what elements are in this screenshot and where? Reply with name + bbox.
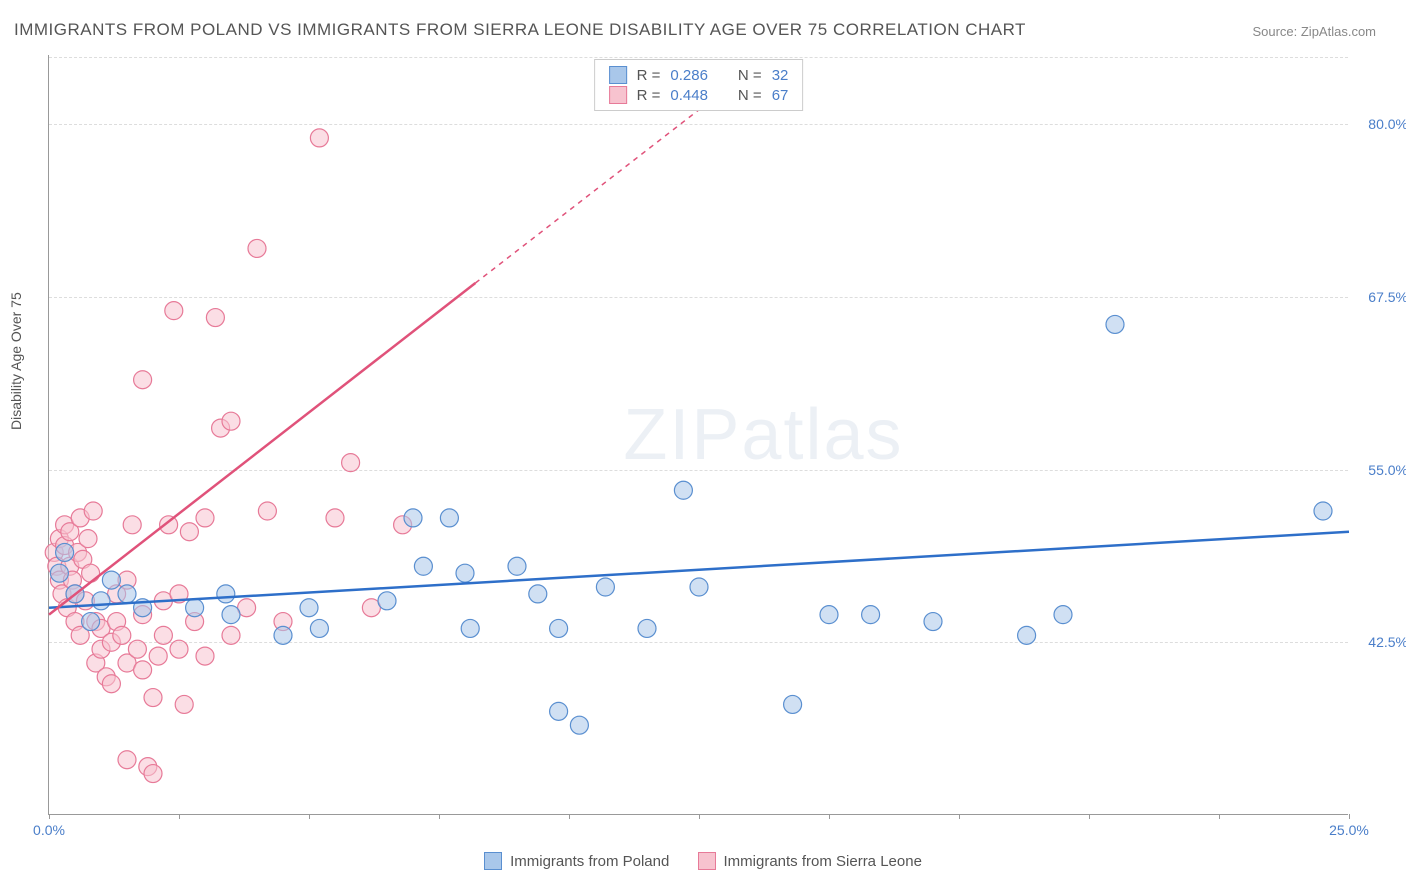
scatter-svg [49,55,1348,814]
data-point [300,599,318,617]
data-point [690,578,708,596]
series-legend: Immigrants from Poland Immigrants from S… [0,852,1406,874]
data-point [92,592,110,610]
data-point [674,481,692,499]
data-point [128,640,146,658]
data-point [84,502,102,520]
y-tick-label: 42.5% [1354,634,1406,650]
r-value-sierra-leone: 0.448 [670,87,708,104]
legend-row-poland: R = 0.286 N = 32 [609,66,789,84]
data-point [274,626,292,644]
legend-label-sierra-leone: Immigrants from Sierra Leone [724,853,922,870]
swatch-sierra-leone [609,86,627,104]
data-point [56,543,74,561]
data-point [170,640,188,658]
n-label: N = [738,87,762,104]
data-point [222,412,240,430]
data-point [310,619,328,637]
data-point [1018,626,1036,644]
chart-container: IMMIGRANTS FROM POLAND VS IMMIGRANTS FRO… [0,0,1406,892]
y-tick-label: 67.5% [1354,289,1406,305]
y-tick-label: 55.0% [1354,462,1406,478]
trend-line [49,283,475,615]
data-point [134,661,152,679]
data-point [134,371,152,389]
data-point [222,606,240,624]
data-point [820,606,838,624]
data-point [248,239,266,257]
r-label: R = [637,87,661,104]
data-point [222,626,240,644]
data-point [310,129,328,147]
data-point [342,454,360,472]
data-point [529,585,547,603]
data-point [82,564,100,582]
data-point [326,509,344,527]
swatch-poland [609,66,627,84]
data-point [924,613,942,631]
n-value-poland: 32 [772,67,789,84]
data-point [144,765,162,783]
data-point [638,619,656,637]
swatch-poland [484,852,502,870]
n-value-sierra-leone: 67 [772,87,789,104]
data-point [206,309,224,327]
data-point [79,530,97,548]
n-label: N = [738,67,762,84]
correlation-legend: R = 0.286 N = 32 R = 0.448 N = 67 [594,59,804,111]
data-point [461,619,479,637]
data-point [196,509,214,527]
legend-row-sierra-leone: R = 0.448 N = 67 [609,86,789,104]
data-point [404,509,422,527]
data-point [175,695,193,713]
data-point [414,557,432,575]
data-point [440,509,458,527]
legend-item-poland: Immigrants from Poland [484,852,669,870]
data-point [160,516,178,534]
r-label: R = [637,67,661,84]
r-value-poland: 0.286 [670,67,708,84]
data-point [113,626,131,644]
x-tick-label: 0.0% [33,822,65,838]
y-axis-label: Disability Age Over 75 [8,292,24,430]
data-point [196,647,214,665]
plot-area: ZIPatlas R = 0.286 N = 32 R = 0.448 N = … [48,55,1348,815]
data-point [180,523,198,541]
data-point [186,599,204,617]
data-point [1314,502,1332,520]
data-point [596,578,614,596]
data-point [165,302,183,320]
data-point [102,571,120,589]
legend-item-sierra-leone: Immigrants from Sierra Leone [698,852,922,870]
data-point [1106,315,1124,333]
data-point [456,564,474,582]
data-point [118,751,136,769]
data-point [862,606,880,624]
data-point [123,516,141,534]
data-point [82,613,100,631]
data-point [784,695,802,713]
y-tick-label: 80.0% [1354,116,1406,132]
data-point [50,564,68,582]
data-point [118,585,136,603]
legend-label-poland: Immigrants from Poland [510,853,669,870]
data-point [550,619,568,637]
data-point [102,675,120,693]
data-point [258,502,276,520]
data-point [154,626,172,644]
data-point [378,592,396,610]
chart-title: IMMIGRANTS FROM POLAND VS IMMIGRANTS FRO… [14,20,1026,40]
data-point [144,689,162,707]
data-point [550,702,568,720]
data-point [217,585,235,603]
source-attribution: Source: ZipAtlas.com [1252,24,1376,39]
data-point [570,716,588,734]
swatch-sierra-leone [698,852,716,870]
x-tick-label: 25.0% [1329,822,1369,838]
trend-line-extrapolated [475,90,725,283]
data-point [1054,606,1072,624]
data-point [508,557,526,575]
data-point [149,647,167,665]
